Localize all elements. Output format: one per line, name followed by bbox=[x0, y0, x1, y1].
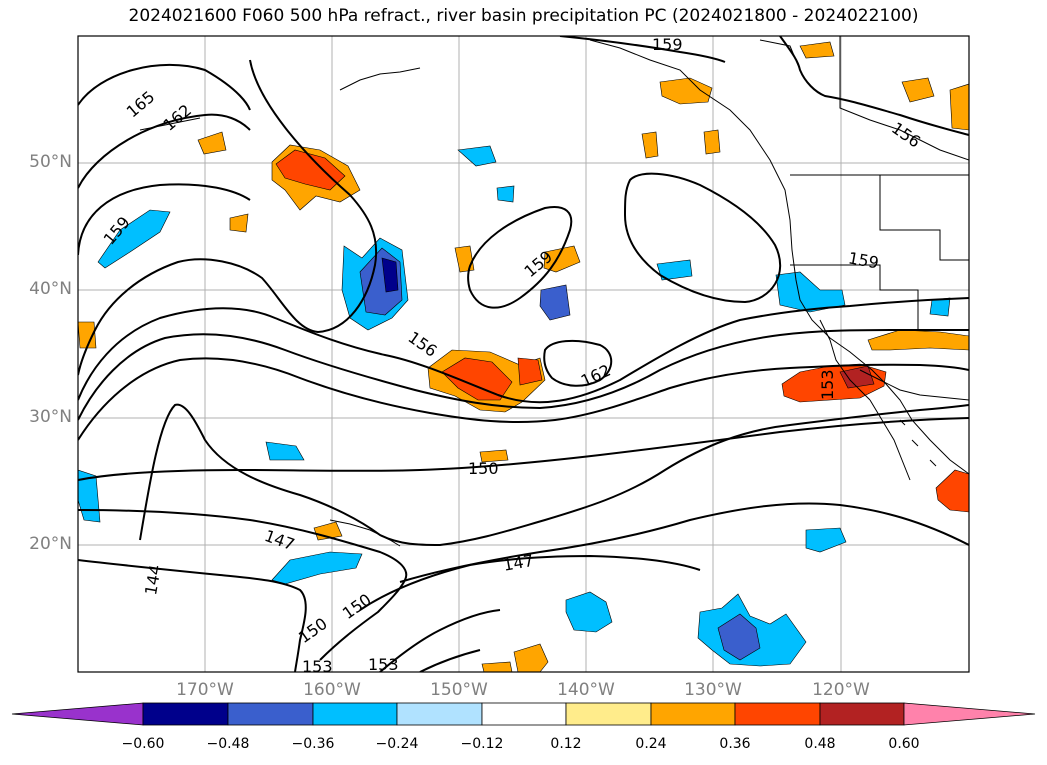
contour-label: 153 bbox=[818, 369, 837, 400]
colorbar-tick: −0.48 bbox=[206, 736, 250, 752]
lat-label-20n: 20°N bbox=[29, 534, 72, 554]
colorbar-tick: −0.24 bbox=[375, 736, 419, 752]
contour-label: 165 bbox=[123, 87, 159, 121]
contour-label: 162 bbox=[159, 100, 195, 134]
colorbar-segment bbox=[650, 702, 736, 726]
lon-label-150w: 150°W bbox=[430, 680, 488, 700]
colorbar-segment bbox=[565, 702, 652, 726]
contour-labels: 165 162 159 159 159 156 156 162 153 150 … bbox=[100, 35, 924, 676]
colorbar-tick: 0.36 bbox=[719, 736, 751, 752]
colorbar-tick: 0.12 bbox=[550, 736, 582, 752]
precip-positive-areas bbox=[78, 41, 969, 672]
lon-label-140w: 140°W bbox=[557, 680, 615, 700]
colorbar-segment bbox=[396, 702, 483, 726]
colorbar-segment bbox=[142, 702, 229, 726]
coastlines bbox=[139, 36, 969, 547]
map-frame bbox=[77, 35, 970, 673]
contour-label: 156 bbox=[405, 328, 441, 361]
contour-label: 153 bbox=[368, 655, 399, 674]
graticule bbox=[78, 36, 969, 672]
contour-label: 147 bbox=[502, 551, 535, 575]
lon-label-120w: 120°W bbox=[812, 680, 870, 700]
lat-label-40n: 40°N bbox=[29, 279, 72, 299]
lat-label-50n: 50°N bbox=[29, 152, 72, 172]
contour-label: 159 bbox=[652, 35, 683, 54]
colorbar-segment bbox=[481, 702, 567, 726]
colorbar-tick: 0.24 bbox=[635, 736, 667, 752]
contour-label: 159 bbox=[847, 248, 880, 272]
precip-negative-areas bbox=[78, 145, 951, 667]
contour-label: 147 bbox=[262, 526, 297, 554]
colorbar-segment-under bbox=[11, 702, 144, 726]
colorbar-segment bbox=[819, 702, 905, 726]
map-title: 2024021600 F060 500 hPa refract., river … bbox=[128, 6, 919, 26]
contour-label: 144 bbox=[141, 563, 165, 596]
lat-label-30n: 30°N bbox=[29, 407, 72, 427]
lon-label-130w: 130°W bbox=[684, 680, 742, 700]
height-contours bbox=[78, 36, 969, 672]
contour-label: 153 bbox=[302, 657, 333, 676]
colorbar-tick: 0.60 bbox=[888, 736, 920, 752]
contour-label: 156 bbox=[888, 118, 924, 151]
colorbar-segment-over bbox=[903, 702, 1036, 726]
colorbar-segment bbox=[312, 702, 398, 726]
contour-label: 150 bbox=[468, 459, 499, 478]
lon-label-160w: 160°W bbox=[303, 680, 361, 700]
colorbar-tick: 0.48 bbox=[804, 736, 836, 752]
colorbar-tick: −0.36 bbox=[291, 736, 335, 752]
colorbar-segment bbox=[734, 702, 821, 726]
colorbar-tick: −0.60 bbox=[121, 736, 165, 752]
colorbar-tick: −0.12 bbox=[460, 736, 504, 752]
colorbar-segment bbox=[227, 702, 314, 726]
colorbar bbox=[11, 702, 1036, 726]
lon-label-170w: 170°W bbox=[176, 680, 234, 700]
